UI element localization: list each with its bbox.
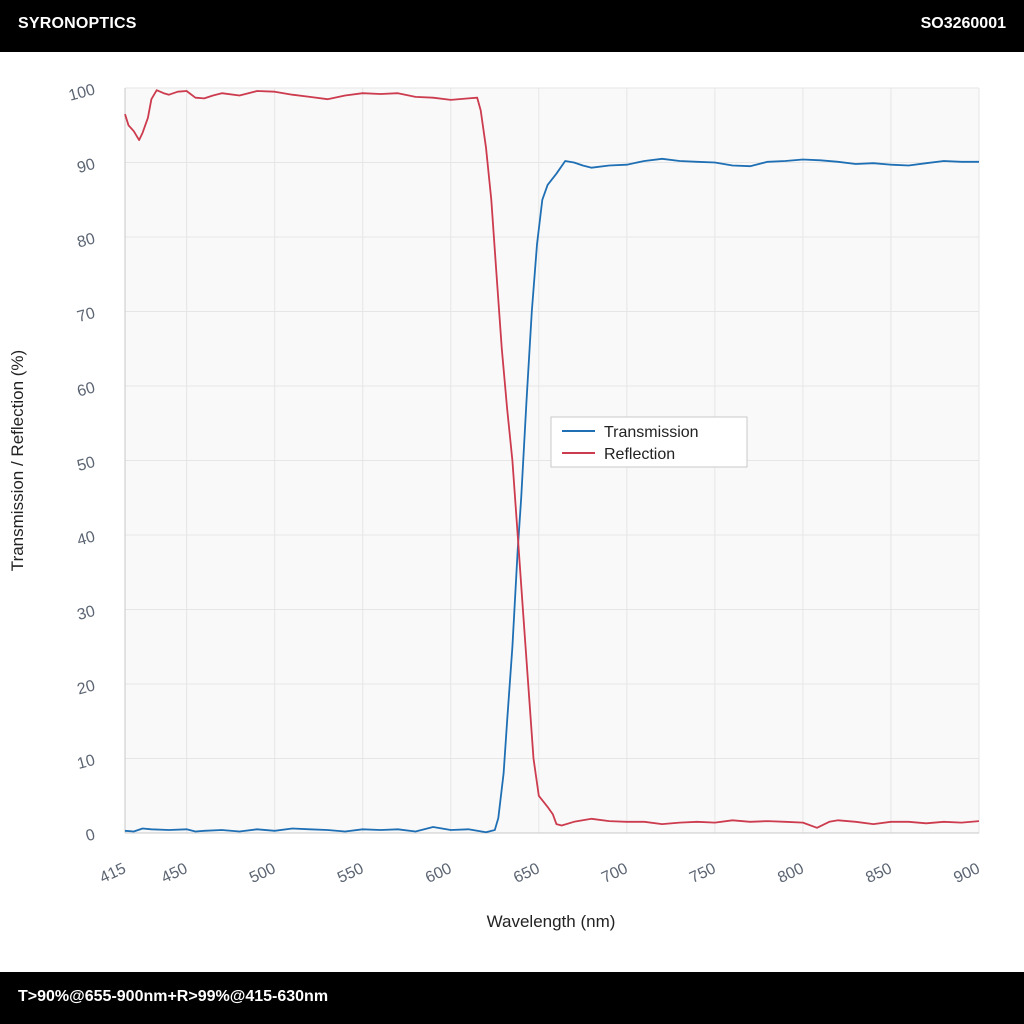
legend-label-transmission: Transmission bbox=[604, 424, 699, 441]
y-tick-label: 100 bbox=[67, 81, 97, 104]
x-axis-title: Wavelength (nm) bbox=[487, 912, 616, 931]
y-tick-label: 30 bbox=[75, 603, 97, 624]
x-tick-label: 600 bbox=[423, 860, 454, 887]
y-tick-label: 90 bbox=[75, 156, 97, 177]
x-tick-label: 900 bbox=[951, 860, 982, 887]
header-bar: SYRONOPTICS SO3260001 bbox=[0, 0, 1024, 52]
x-tick-label: 750 bbox=[687, 860, 718, 887]
y-tick-label: 20 bbox=[75, 677, 97, 698]
series-line-reflection bbox=[124, 89, 980, 829]
x-tick-label: 800 bbox=[775, 860, 806, 887]
series-line-transmission bbox=[124, 157, 979, 834]
y-tick-label: 60 bbox=[75, 379, 97, 400]
footer-bar: T>90%@655-900nm+R>99%@415-630nm bbox=[0, 972, 1024, 1024]
x-tick-label: 650 bbox=[511, 860, 542, 887]
grid-lines bbox=[124, 87, 980, 834]
y-tick-label: 50 bbox=[75, 454, 97, 475]
filter-spec: T>90%@655-900nm+R>99%@415-630nm bbox=[18, 988, 329, 1005]
x-tick-label: 700 bbox=[599, 860, 630, 887]
legend-label-reflection: Reflection bbox=[604, 446, 675, 463]
x-tick-labels: 415 450 500 550 600 650 700 750 800 850 900 bbox=[97, 860, 982, 887]
x-tick-label: 550 bbox=[335, 860, 366, 887]
y-tick-label: 10 bbox=[75, 752, 97, 773]
y-tick-label: 40 bbox=[75, 528, 97, 549]
y-tick-label: 80 bbox=[75, 230, 97, 251]
y-axis-title: Transmission / Reflection (%) bbox=[8, 350, 27, 571]
y-tick-label: 70 bbox=[75, 305, 97, 326]
series-lines bbox=[124, 89, 980, 834]
legend-box bbox=[550, 416, 748, 468]
x-tick-label: 850 bbox=[863, 860, 894, 887]
x-tick-label: 450 bbox=[159, 860, 190, 887]
x-tick-label: 415 bbox=[97, 860, 128, 887]
x-tick-label: 500 bbox=[247, 860, 278, 887]
y-tick-label: 0 bbox=[84, 826, 97, 845]
brand-name: SYRONOPTICS bbox=[18, 15, 137, 32]
product-code: SO3260001 bbox=[920, 15, 1006, 32]
legend: Transmission Reflection bbox=[550, 416, 748, 468]
y-tick-labels: 0 10 20 30 40 50 60 70 80 90 100 bbox=[67, 81, 97, 845]
